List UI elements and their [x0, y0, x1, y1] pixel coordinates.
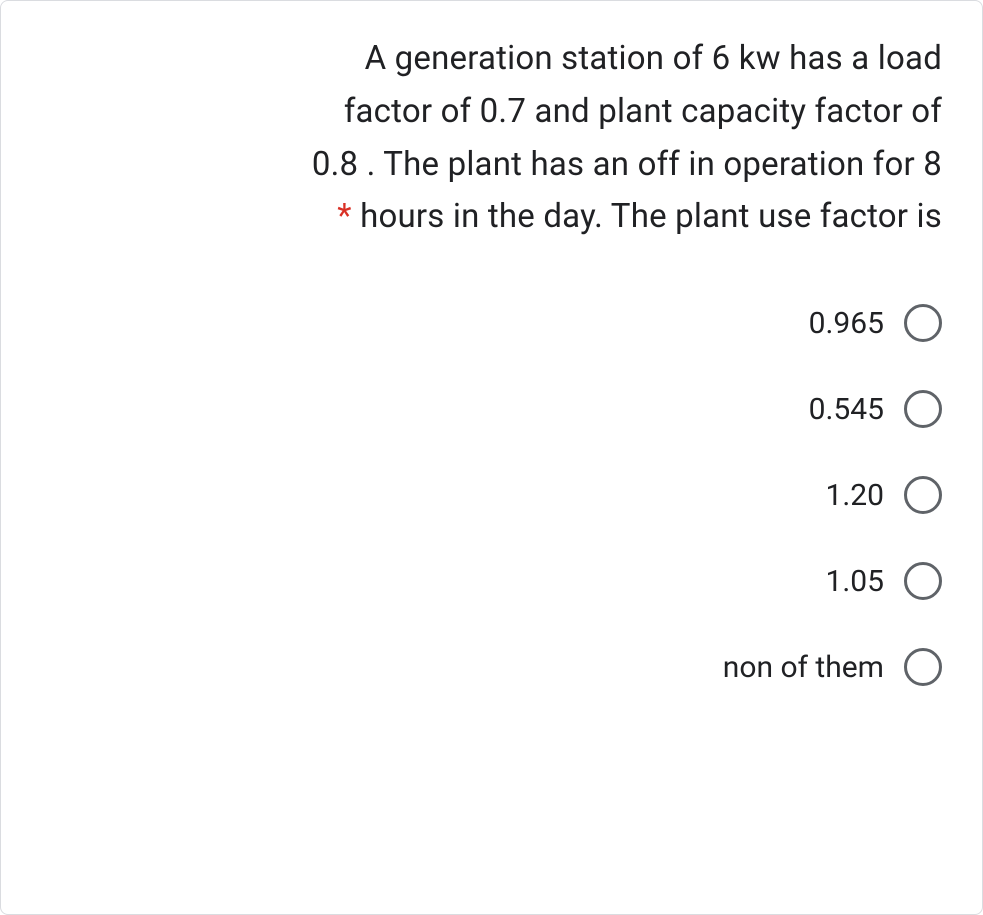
option-1[interactable]: 0.545	[809, 390, 942, 428]
radio-icon	[904, 304, 942, 342]
question-line-3: 0.8 . The plant has an off in operation …	[312, 145, 942, 184]
option-label-4: non of them	[723, 650, 884, 685]
question-line-4: hours in the day. The plant use factor i…	[360, 197, 942, 236]
option-label-3: 1.05	[826, 564, 885, 599]
options-group: 0.965 0.545 1.20 1.05 non of them	[41, 304, 942, 686]
radio-icon	[904, 562, 942, 600]
question-line-2: factor of 0.7 and plant capacity factor …	[344, 92, 942, 131]
radio-icon	[904, 390, 942, 428]
option-0[interactable]: 0.965	[809, 304, 942, 342]
question-line-1: A generation station of 6 kw has a load	[365, 39, 942, 78]
option-label-2: 1.20	[826, 478, 885, 513]
option-2[interactable]: 1.20	[826, 476, 943, 514]
radio-icon	[904, 648, 942, 686]
option-4[interactable]: non of them	[723, 648, 942, 686]
required-asterisk: *	[337, 197, 351, 236]
option-label-0: 0.965	[809, 306, 884, 341]
question-text: A generation station of 6 kw has a load …	[41, 33, 942, 244]
question-card: A generation station of 6 kw has a load …	[0, 0, 983, 915]
option-3[interactable]: 1.05	[826, 562, 943, 600]
radio-icon	[904, 476, 942, 514]
option-label-1: 0.545	[809, 392, 884, 427]
